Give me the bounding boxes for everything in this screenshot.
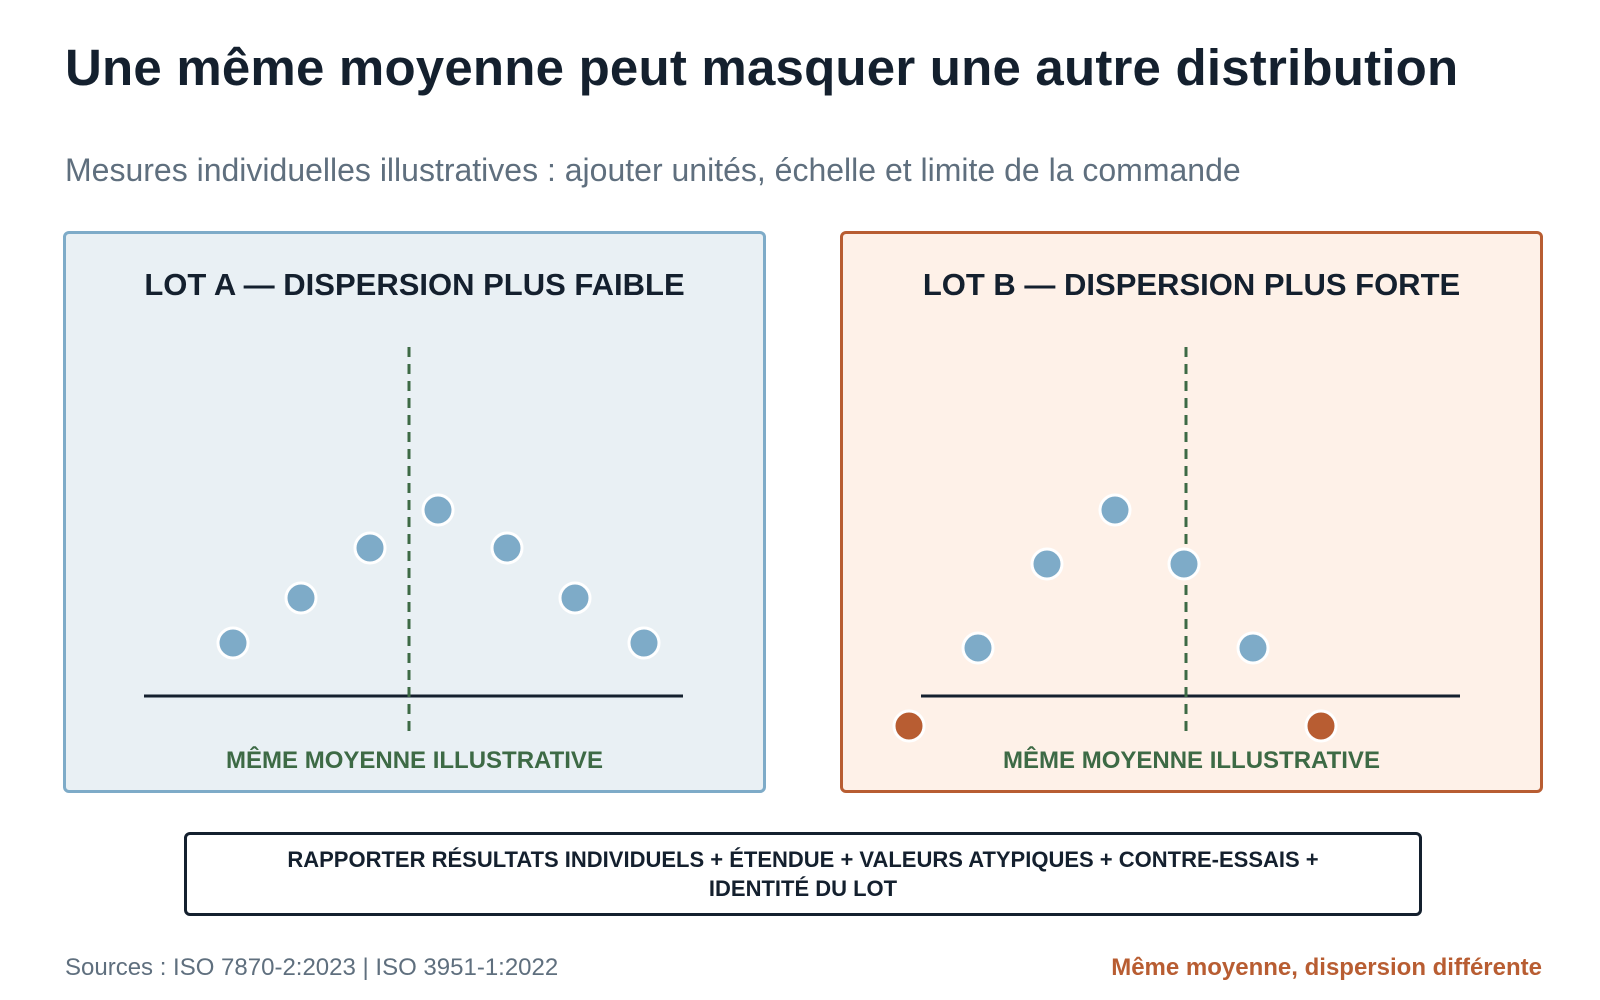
reporting-callout-box: RAPPORTER RÉSULTATS INDIVIDUELS + ÉTENDU… (184, 832, 1422, 916)
lot-a-point-3 (353, 531, 387, 565)
lot-a-point-7 (627, 626, 661, 660)
lot-b-point-4 (1167, 547, 1201, 581)
panel-lot-a: LOT A — DISPERSION PLUS FAIBLE MÊME MOYE… (63, 231, 766, 793)
lot-a-point-5 (490, 531, 524, 565)
lot-b-mean-label: MÊME MOYENNE ILLUSTRATIVE (1003, 747, 1380, 774)
lot-a-point-4 (421, 493, 455, 527)
lot-b-point-3 (1098, 493, 1132, 527)
reporting-callout-text: RAPPORTER RÉSULTATS INDIVIDUELS + ÉTENDU… (287, 847, 1319, 901)
lot-b-point-2 (1030, 547, 1064, 581)
lot-a-point-6 (558, 581, 592, 615)
panel-lot-b: LOT B — DISPERSION PLUS FORTE MÊME MOYEN… (840, 231, 1543, 793)
panel-lot-a-title: LOT A — DISPERSION PLUS FAIBLE (144, 267, 685, 302)
footer-note: Même moyenne, dispersion différente (1111, 954, 1542, 981)
page-title: Une même moyenne peut masquer une autre … (65, 39, 1459, 96)
lot-a-dot-plot (144, 347, 683, 734)
panel-lot-b-title: LOT B — DISPERSION PLUS FORTE (922, 267, 1461, 302)
lot-b-point-1 (961, 631, 995, 665)
lot-b-point-5 (1236, 631, 1270, 665)
lot-a-point-1 (216, 626, 250, 660)
lot-b-outlier-low (892, 709, 926, 743)
lot-a-mean-label: MÊME MOYENNE ILLUSTRATIVE (226, 747, 603, 774)
page-subtitle: Mesures individuelles illustratives : aj… (65, 152, 1241, 188)
lot-a-point-2 (284, 581, 318, 615)
lot-b-dot-plot (892, 347, 1460, 743)
sources-text: Sources : ISO 7870-2:2023 | ISO 3951-1:2… (65, 954, 559, 981)
lot-b-outlier-high (1304, 709, 1338, 743)
